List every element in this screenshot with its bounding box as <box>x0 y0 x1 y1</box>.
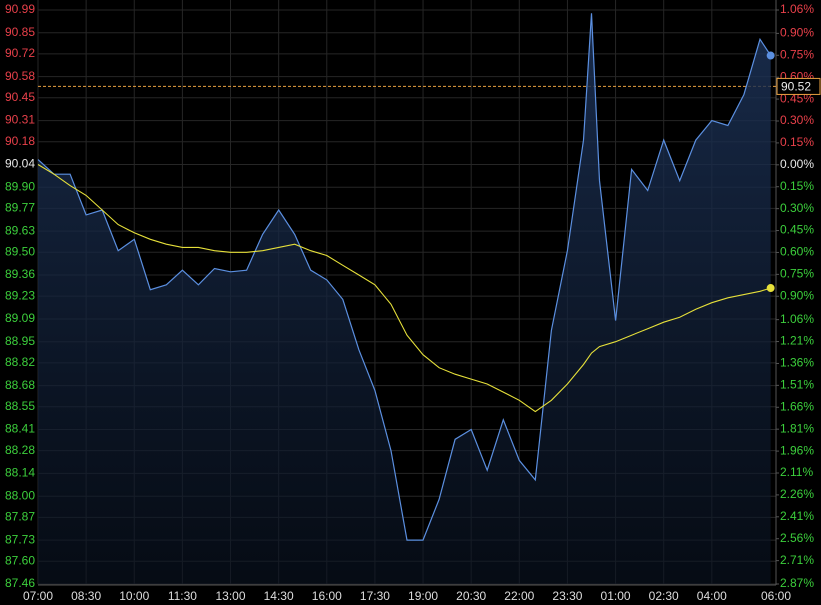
last-point <box>766 51 775 60</box>
y2-tick-label: 0.15% <box>780 135 814 149</box>
y-tick-label: 87.60 <box>5 553 35 567</box>
y2-tick-label: 0.00% <box>780 157 814 171</box>
y-tick-label: 87.46 <box>5 576 35 590</box>
y2-tick-label: 1.06% <box>780 2 814 16</box>
y2-tick-label: 0.30% <box>780 113 814 127</box>
x-tick-label: 01:00 <box>601 589 631 603</box>
y-tick-label: 89.23 <box>5 288 35 302</box>
reference-label: 90.52 <box>781 80 811 94</box>
y2-tick-label: 2.41% <box>780 509 814 523</box>
y-tick-label: 90.18 <box>5 134 35 148</box>
x-tick-label: 10:00 <box>119 589 149 603</box>
y2-tick-label: 1.96% <box>780 443 814 457</box>
y-tick-label: 88.00 <box>5 488 35 502</box>
x-tick-label: 16:00 <box>312 589 342 603</box>
x-tick-label: 08:30 <box>71 589 101 603</box>
y-tick-label: 90.31 <box>5 113 35 127</box>
y2-tick-label: 0.75% <box>780 47 814 61</box>
y-tick-label: 87.87 <box>5 510 35 524</box>
y2-tick-label: 0.90% <box>780 288 814 302</box>
y-tick-label: 89.36 <box>5 267 35 281</box>
x-tick-label: 02:30 <box>649 589 679 603</box>
x-tick-label: 07:00 <box>23 589 53 603</box>
x-tick-label: 13:00 <box>216 589 246 603</box>
y2-tick-label: 2.56% <box>780 531 814 545</box>
y2-tick-label: 2.26% <box>780 487 814 501</box>
y-tick-label: 88.82 <box>5 355 35 369</box>
y2-tick-label: 2.71% <box>780 553 814 567</box>
y-tick-label: 88.68 <box>5 378 35 392</box>
y-tick-label: 88.55 <box>5 399 35 413</box>
last-point <box>766 284 775 293</box>
y2-tick-label: 1.06% <box>780 312 814 326</box>
line <box>37 164 771 413</box>
reference-label-box <box>776 77 821 95</box>
area <box>38 13 771 585</box>
y-tick-label: 88.41 <box>5 422 35 436</box>
y-tick-label: 90.58 <box>5 69 35 83</box>
line <box>37 13 772 541</box>
y-tick-label: 89.63 <box>5 223 35 237</box>
y2-tick-label: 1.66% <box>780 399 814 413</box>
y2-tick-label: 0.90% <box>780 26 814 40</box>
y-tick-label: 88.95 <box>5 334 35 348</box>
y-tick-label: 90.85 <box>5 25 35 39</box>
x-tick-label: 14:30 <box>264 589 294 603</box>
y2-tick-label: 0.75% <box>780 267 814 281</box>
y2-tick-label: 0.15% <box>780 179 814 193</box>
y-tick-label: 89.90 <box>5 179 35 193</box>
x-tick-label: 06:00 <box>761 589 791 603</box>
x-tick-label: 11:30 <box>168 589 197 603</box>
y-tick-label: 90.99 <box>5 2 35 16</box>
y-tick-label: 89.77 <box>5 201 35 215</box>
y2-tick-label: 2.87% <box>780 576 814 590</box>
y-tick-label: 90.45 <box>5 90 35 104</box>
y2-tick-label: 1.81% <box>780 421 814 435</box>
y2-tick-label: 1.51% <box>780 378 814 392</box>
y2-tick-label: 0.30% <box>780 201 814 215</box>
y-tick-label: 90.72 <box>5 46 35 60</box>
x-tick-label: 23:30 <box>552 589 582 603</box>
y2-tick-label: 2.11% <box>780 465 813 479</box>
y-tick-label: 89.50 <box>5 244 35 258</box>
x-tick-label: 22:00 <box>504 589 534 603</box>
y2-tick-label: 1.36% <box>780 356 814 370</box>
y2-tick-label: 0.45% <box>780 223 814 237</box>
x-tick-label: 17:30 <box>360 589 390 603</box>
x-tick-label: 20:30 <box>456 589 486 603</box>
y-tick-label: 87.73 <box>5 532 35 546</box>
y2-tick-label: 0.60% <box>780 245 814 259</box>
y-tick-label: 90.04 <box>5 157 35 171</box>
y-tick-label: 88.28 <box>5 443 35 457</box>
y-tick-label: 88.14 <box>5 466 35 480</box>
x-tick-label: 04:00 <box>697 589 727 603</box>
y-tick-label: 89.09 <box>5 311 35 325</box>
x-tick-label: 19:00 <box>408 589 438 603</box>
y2-tick-label: 1.21% <box>780 334 814 348</box>
